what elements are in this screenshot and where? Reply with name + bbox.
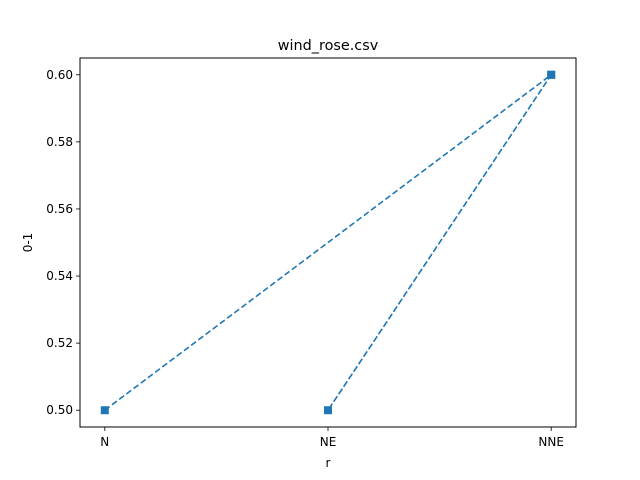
chart-title: wind_rose.csv xyxy=(278,38,379,54)
x-tick-label: N xyxy=(100,435,109,449)
data-line xyxy=(104,74,552,411)
y-axis-label: 0-1 xyxy=(21,233,35,253)
y-axis: 0.50 0.52 0.54 0.56 0.58 0.60 xyxy=(46,68,80,417)
x-tick-label: NNE xyxy=(538,435,564,449)
data-point xyxy=(100,406,109,415)
x-axis-label: r xyxy=(326,456,331,470)
data-point xyxy=(547,70,556,79)
x-axis: N NE NNE xyxy=(100,427,564,449)
y-tick-label: 0.56 xyxy=(46,202,73,216)
y-tick-label: 0.60 xyxy=(46,68,73,82)
data-point xyxy=(324,406,332,415)
y-tick-label: 0.50 xyxy=(46,403,73,417)
y-tick-label: 0.58 xyxy=(46,135,73,149)
y-tick-label: 0.54 xyxy=(46,269,73,283)
x-tick-label: NE xyxy=(320,435,337,449)
series-line xyxy=(100,70,556,415)
y-tick-label: 0.52 xyxy=(46,336,73,350)
